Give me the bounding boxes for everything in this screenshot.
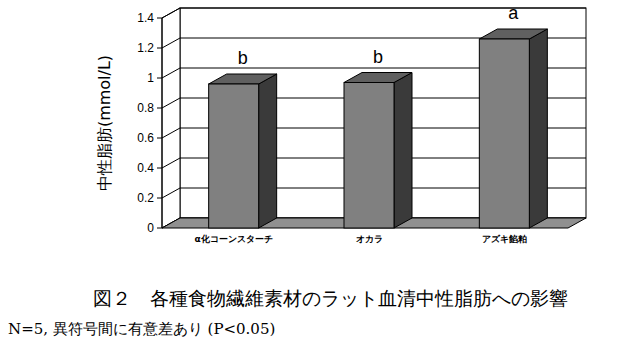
y-tick [157, 108, 162, 109]
y-axis-label: 中性脂肪(mmol/L) [95, 55, 114, 191]
bar-front [479, 39, 529, 228]
y-tick-label: 0.6 [137, 131, 154, 145]
bars [209, 29, 548, 228]
y-tick-label: 0.8 [137, 101, 154, 115]
bar-side [394, 73, 412, 229]
bar-front [209, 84, 259, 228]
grid-line [162, 8, 586, 18]
note: N=5, 異符号間に有意差あり (P<0.05) [8, 320, 275, 338]
bar-side [529, 29, 547, 228]
y-tick [157, 168, 162, 169]
y-tick-label: 1.4 [137, 11, 154, 25]
x-tick-label: アズキ餡粕 [482, 234, 527, 244]
significance-letter: a [508, 3, 519, 23]
x-tick-label: オカラ [356, 234, 383, 244]
bar-side [259, 74, 277, 228]
y-tick-label: 1 [147, 71, 154, 85]
bar [479, 29, 547, 228]
y-tick [157, 78, 162, 79]
y-tick-label: 1.2 [137, 41, 154, 55]
y-tick-label: 0 [147, 221, 154, 235]
bar-top [209, 74, 277, 84]
significance-letter: b [373, 47, 383, 67]
y-tick-label: 0.4 [137, 161, 154, 175]
significance-letter: b [238, 48, 248, 68]
y-tick [157, 138, 162, 139]
y-tick [157, 48, 162, 49]
y-tick [157, 18, 162, 19]
bar-top [344, 73, 412, 83]
x-tick-label: α化コーンスターチ [195, 234, 273, 244]
y-tick-label: 0.2 [137, 191, 154, 205]
title: 図２ 各種食物繊維素材のラット血清中性脂肪への影響 [93, 287, 568, 309]
bar [344, 73, 412, 229]
bar-front [344, 83, 394, 229]
side-wall [162, 8, 180, 228]
bar [209, 74, 277, 228]
chart: 0 0.2 0.4 0.6 0.8 1 1.2 1.4 b α化コーンスターチ b オカラ a アズキ餡粕… [0, 0, 620, 358]
bar-top [479, 29, 547, 39]
y-axis [162, 18, 163, 228]
y-tick [157, 198, 162, 199]
